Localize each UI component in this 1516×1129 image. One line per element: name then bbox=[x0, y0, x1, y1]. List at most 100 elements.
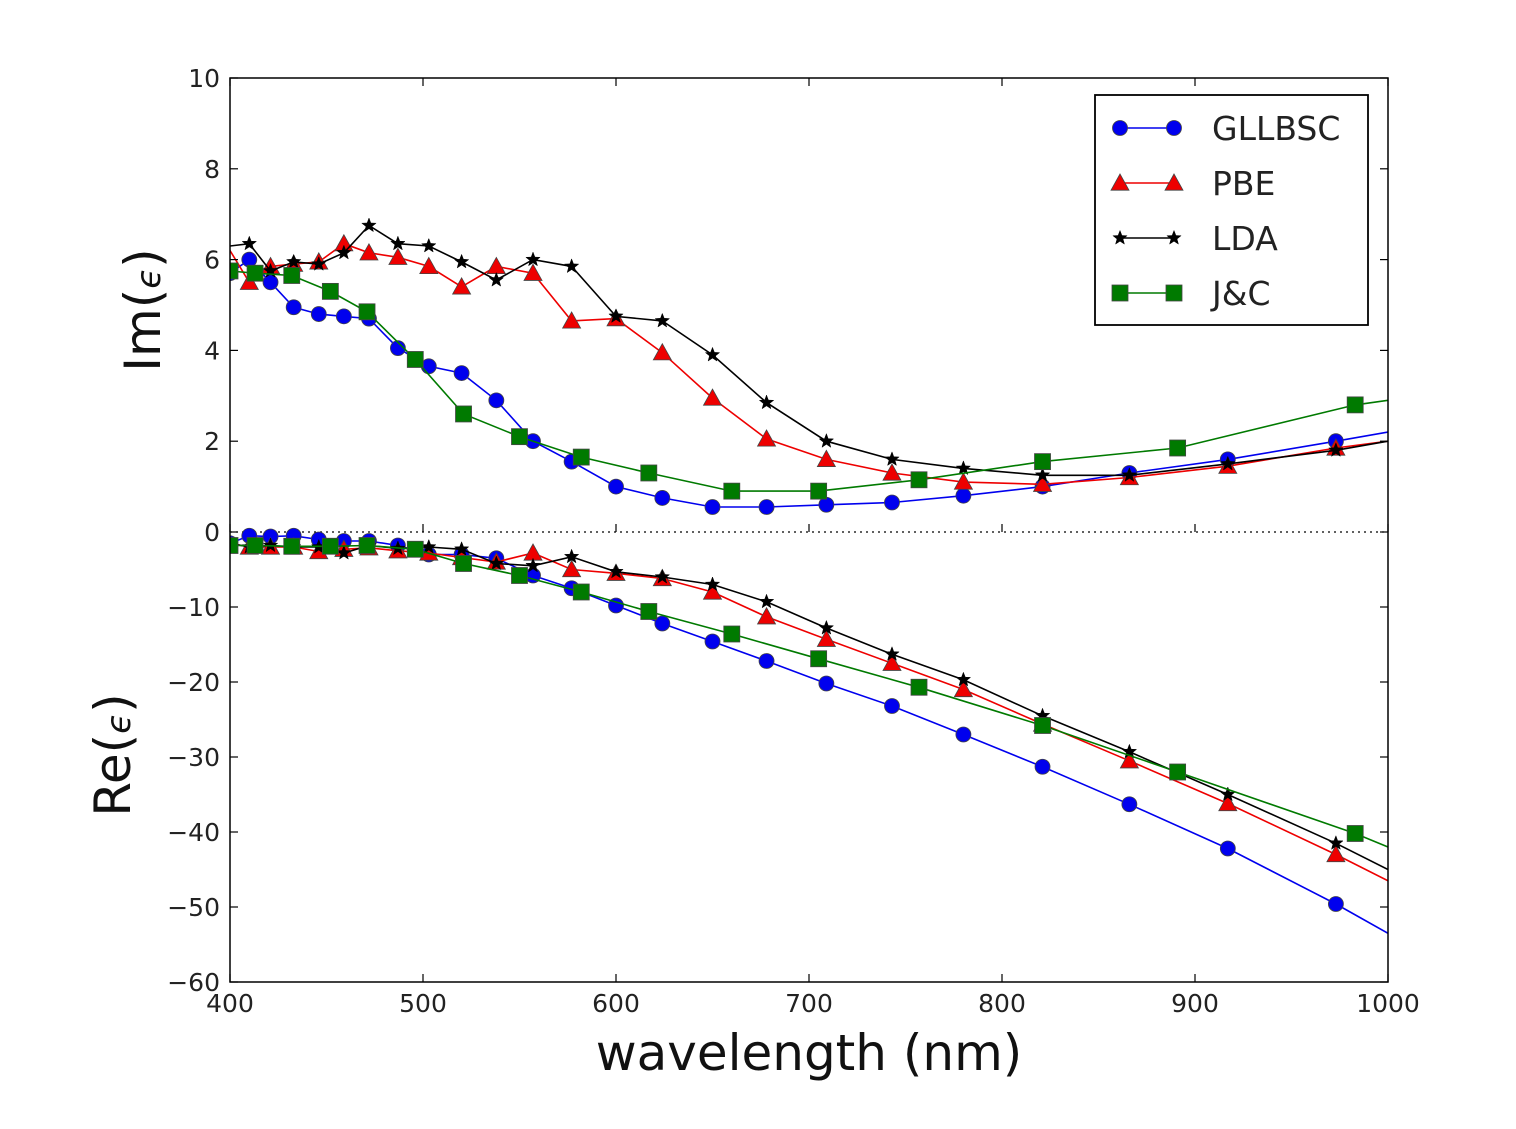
im-lda-point bbox=[1220, 455, 1236, 471]
im-gllbsc-point bbox=[390, 340, 406, 357]
re-jc-point bbox=[810, 650, 828, 668]
re-gllbsc-point bbox=[654, 615, 671, 632]
im-lda-point bbox=[654, 312, 671, 328]
re-gllbsc-point bbox=[1034, 758, 1051, 775]
re-pbe-point bbox=[756, 606, 777, 625]
im-jc-point bbox=[640, 464, 658, 482]
im-pbe-point bbox=[953, 472, 974, 490]
im-gllbsc-point bbox=[335, 308, 352, 325]
re-y-axis-title-suffix: ) bbox=[84, 693, 142, 713]
re-pbe-line bbox=[230, 542, 1388, 882]
re-y-tick-label: −50 bbox=[167, 893, 220, 922]
re-y-axis-title: Re(ϵ) bbox=[84, 693, 142, 816]
im-pbe-point bbox=[1032, 474, 1053, 492]
re-jc-point bbox=[511, 567, 528, 584]
im-y-tick-label: 4 bbox=[204, 336, 220, 365]
re-gllbsc-point bbox=[955, 726, 972, 743]
re-lda-point bbox=[955, 671, 972, 687]
im-y-tick-label: 8 bbox=[204, 155, 220, 184]
re-jc-point bbox=[572, 583, 590, 601]
re-panel: −10 −20 −30 −40 −50 −60 bbox=[167, 527, 1388, 997]
im-jc-point bbox=[572, 448, 590, 466]
im-jc-point bbox=[321, 282, 339, 300]
re-pbe-point bbox=[561, 559, 582, 578]
im-gllbsc-point bbox=[488, 392, 505, 409]
im-jc-point bbox=[358, 303, 376, 321]
im-pbe-point bbox=[882, 463, 902, 481]
legend-label: PBE bbox=[1212, 164, 1275, 203]
im-y-axis-title-suffix: ) bbox=[114, 248, 172, 268]
legend-marker-right bbox=[1166, 120, 1182, 136]
re-y-tick-label: −40 bbox=[167, 818, 220, 847]
re-lda-point bbox=[262, 537, 279, 553]
im-jc-point bbox=[455, 405, 472, 423]
im-gllbsc-point bbox=[955, 487, 972, 504]
im-series-group bbox=[230, 217, 1388, 515]
re-pbe-point bbox=[1326, 844, 1346, 863]
im-lda-point bbox=[525, 251, 541, 267]
im-jc-point bbox=[1346, 396, 1364, 414]
x-tick-label: 900 bbox=[1171, 989, 1219, 1018]
im-y-axis-title-symbol: ϵ bbox=[129, 268, 169, 289]
im-pbe-point bbox=[652, 342, 672, 361]
im-lda-point bbox=[488, 271, 505, 287]
im-lda-point bbox=[310, 255, 327, 271]
re-gllbsc-point bbox=[758, 653, 775, 669]
re-y-axis-title-prefix: Re( bbox=[84, 734, 142, 817]
im-jc-point bbox=[511, 428, 528, 446]
im-jc-point bbox=[1034, 453, 1051, 471]
im-y-tick-label: 2 bbox=[204, 427, 220, 456]
re-pbe-point bbox=[1119, 750, 1140, 769]
im-gllbsc-point bbox=[310, 306, 327, 322]
im-lda-point bbox=[1328, 442, 1344, 457]
re-y-axis-title-symbol: ϵ bbox=[99, 713, 139, 734]
x-tick-label: 700 bbox=[785, 989, 833, 1018]
re-lda-point bbox=[704, 576, 721, 592]
legend-marker-left bbox=[1112, 229, 1128, 245]
im-lda-point bbox=[884, 451, 900, 466]
re-gllbsc-point bbox=[704, 633, 721, 650]
im-gllbsc-point bbox=[884, 494, 900, 511]
re-jc-point bbox=[406, 540, 424, 558]
legend-marker-left bbox=[1110, 173, 1130, 191]
re-lda-point bbox=[1220, 786, 1236, 802]
legend-label: J&C bbox=[1210, 274, 1271, 313]
im-lda-point bbox=[955, 460, 972, 476]
im-lda-point bbox=[1034, 467, 1051, 482]
re-pbe-point bbox=[882, 653, 902, 671]
legend-marker-right bbox=[1165, 284, 1183, 302]
x-tick-label: 800 bbox=[978, 989, 1026, 1018]
re-gllbsc-point bbox=[1219, 840, 1236, 857]
im-lda-point bbox=[241, 235, 258, 251]
re-y-tick-label: −20 bbox=[167, 668, 220, 697]
im-lda-point bbox=[1121, 467, 1138, 482]
im-jc-point bbox=[246, 264, 264, 282]
im-y-tick-label: 10 bbox=[188, 64, 220, 93]
im-jc-point bbox=[723, 482, 741, 500]
im-pbe-point bbox=[486, 256, 507, 275]
im-gllbsc-point bbox=[262, 274, 279, 291]
re-jc-point bbox=[455, 555, 472, 572]
re-y-tick-label: −60 bbox=[167, 968, 220, 997]
im-gllbsc-point bbox=[654, 490, 671, 506]
im-gllbsc-point bbox=[453, 365, 470, 382]
re-jc-point bbox=[1034, 717, 1051, 734]
re-jc-point bbox=[358, 537, 376, 554]
im-lda-point bbox=[361, 217, 377, 233]
im-jc-point bbox=[910, 471, 928, 489]
im-gllbsc-point bbox=[758, 499, 775, 515]
x-tick-label: 400 bbox=[206, 989, 254, 1018]
im-lda-point bbox=[421, 237, 437, 253]
im-gllbsc-point bbox=[608, 478, 624, 495]
re-pbe-point bbox=[816, 629, 837, 647]
re-lda-point bbox=[1328, 835, 1344, 850]
im-pbe-point bbox=[388, 247, 408, 265]
x-axis-title: wavelength (nm) bbox=[596, 1024, 1023, 1082]
im-y-axis-title-prefix: Im( bbox=[114, 289, 172, 372]
re-jc-point bbox=[246, 537, 264, 554]
im-pbe-point bbox=[419, 256, 439, 275]
legend-marker-left bbox=[1112, 120, 1128, 136]
x-tick-label: 600 bbox=[592, 989, 640, 1018]
im-jc-point bbox=[1169, 439, 1187, 457]
